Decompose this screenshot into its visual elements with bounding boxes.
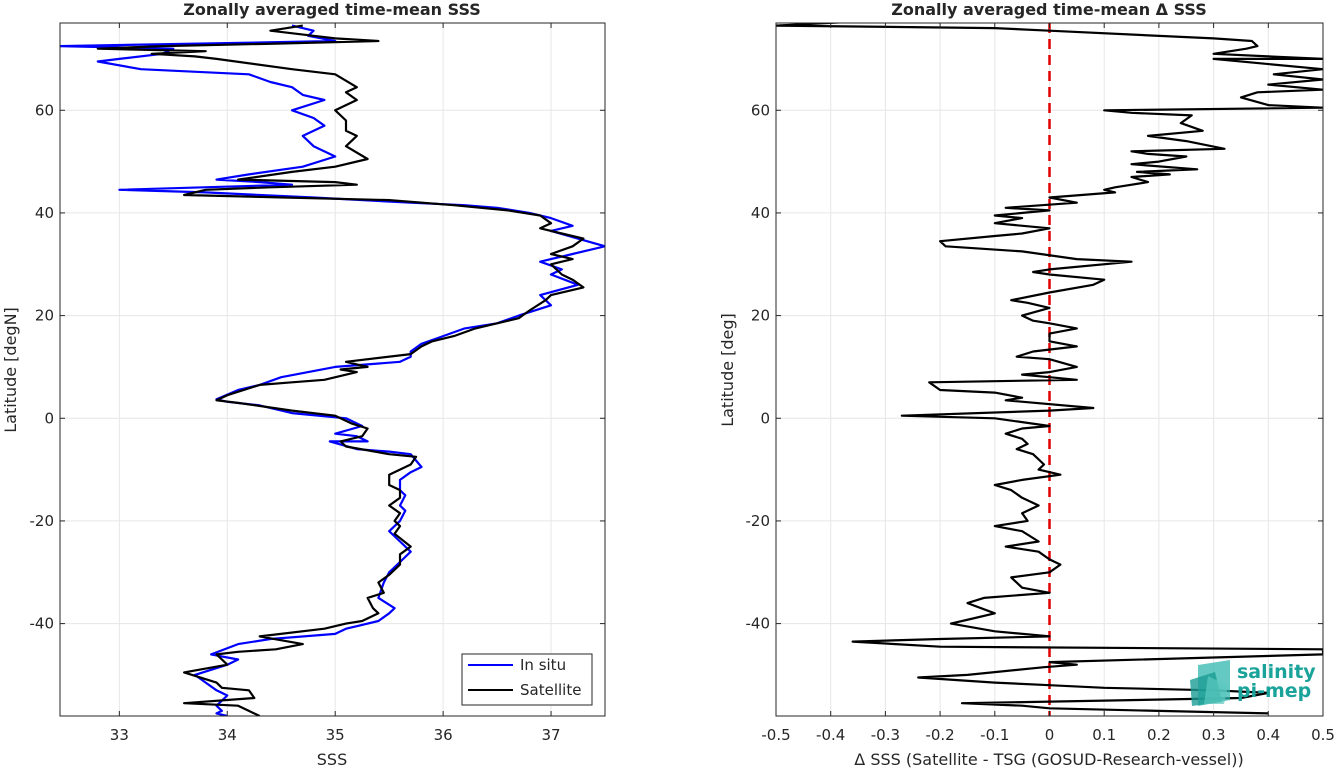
- right-series-line-delta: [776, 23, 1323, 715]
- left-series-line-satellite: [96, 24, 585, 716]
- left-y-tick-label: -40: [30, 615, 55, 633]
- left-series-line-in-situ: [60, 24, 605, 716]
- left-x-tick-label: 35: [326, 726, 345, 744]
- legend: In situ Satellite: [461, 653, 593, 706]
- right-y-tick-label: 0: [760, 409, 770, 427]
- left-plot-lines: [60, 24, 605, 716]
- left-x-axis-label: SSS: [317, 750, 347, 769]
- left-y-axis-label: Latitude [degN]: [1, 307, 20, 433]
- sss-panel: Zonally averaged time-mean SSS 33 34 35 36 3…: [1, 0, 606, 769]
- right-x-tick-label: -0.4: [816, 726, 845, 744]
- delta-sss-panel: Zonally averaged time-mean Δ SSS -0.5 -0.…: [718, 0, 1335, 769]
- right-x-tick-label: 0.5: [1311, 726, 1335, 744]
- left-axes-box: [59, 22, 606, 717]
- left-y-tick-label: 0: [44, 409, 54, 427]
- left-y-tick-label: 20: [35, 307, 54, 325]
- logo-line2: pi-mep: [1237, 680, 1311, 702]
- left-x-tick-label: 37: [541, 726, 560, 744]
- right-x-tick-label: -0.3: [871, 726, 900, 744]
- legend-label-in-situ: In situ: [520, 656, 566, 674]
- right-chart-title: Zonally averaged time-mean Δ SSS: [891, 0, 1207, 19]
- left-grid: [60, 23, 605, 716]
- right-x-tick-label: 0.4: [1256, 726, 1280, 744]
- right-x-tick-label: -0.1: [980, 726, 1009, 744]
- left-x-tick-label: 33: [110, 726, 129, 744]
- right-x-tick-label: 0.1: [1092, 726, 1116, 744]
- right-y-axis-label: Latitude [deg]: [718, 313, 737, 427]
- right-tick-labels: -0.5 -0.4 -0.3 -0.2 -0.1 0 0.1 0.2 0.3 0.4 0.5 -40 -…: [746, 23, 1335, 744]
- logo-line1: salinity: [1237, 661, 1316, 683]
- left-y-tick-label: 60: [35, 101, 54, 119]
- right-x-tick-label: 0.2: [1147, 726, 1171, 744]
- salinity-pi-mep-logo: salinity pi-mep: [1190, 660, 1316, 706]
- left-tick-labels: 33 34 35 36 37 -40 -20 0 20 40 60: [30, 23, 605, 744]
- left-chart-title: Zonally averaged time-mean SSS: [183, 0, 481, 19]
- right-y-tick-label: -20: [746, 512, 771, 530]
- left-y-tick-label: -20: [30, 512, 55, 530]
- left-y-tick-label: 40: [35, 204, 54, 222]
- right-x-tick-label: 0: [1045, 726, 1055, 744]
- right-x-axis-label: Δ SSS (Satellite - TSG (GOSUD-Research-v…: [854, 750, 1243, 769]
- right-x-tick-label: -0.2: [925, 726, 954, 744]
- right-x-tick-label: -0.5: [761, 726, 790, 744]
- left-x-tick-label: 36: [434, 726, 453, 744]
- right-y-tick-label: 60: [751, 101, 770, 119]
- right-y-tick-label: 40: [751, 204, 770, 222]
- right-plot-lines: [776, 23, 1323, 716]
- logo-mark-front: [1204, 676, 1228, 704]
- right-y-tick-label: 20: [751, 307, 770, 325]
- legend-box: [461, 653, 593, 706]
- right-x-tick-label: 0.3: [1202, 726, 1226, 744]
- left-x-tick-label: 34: [218, 726, 237, 744]
- legend-label-satellite: Satellite: [520, 681, 581, 699]
- right-y-tick-label: -40: [746, 615, 771, 633]
